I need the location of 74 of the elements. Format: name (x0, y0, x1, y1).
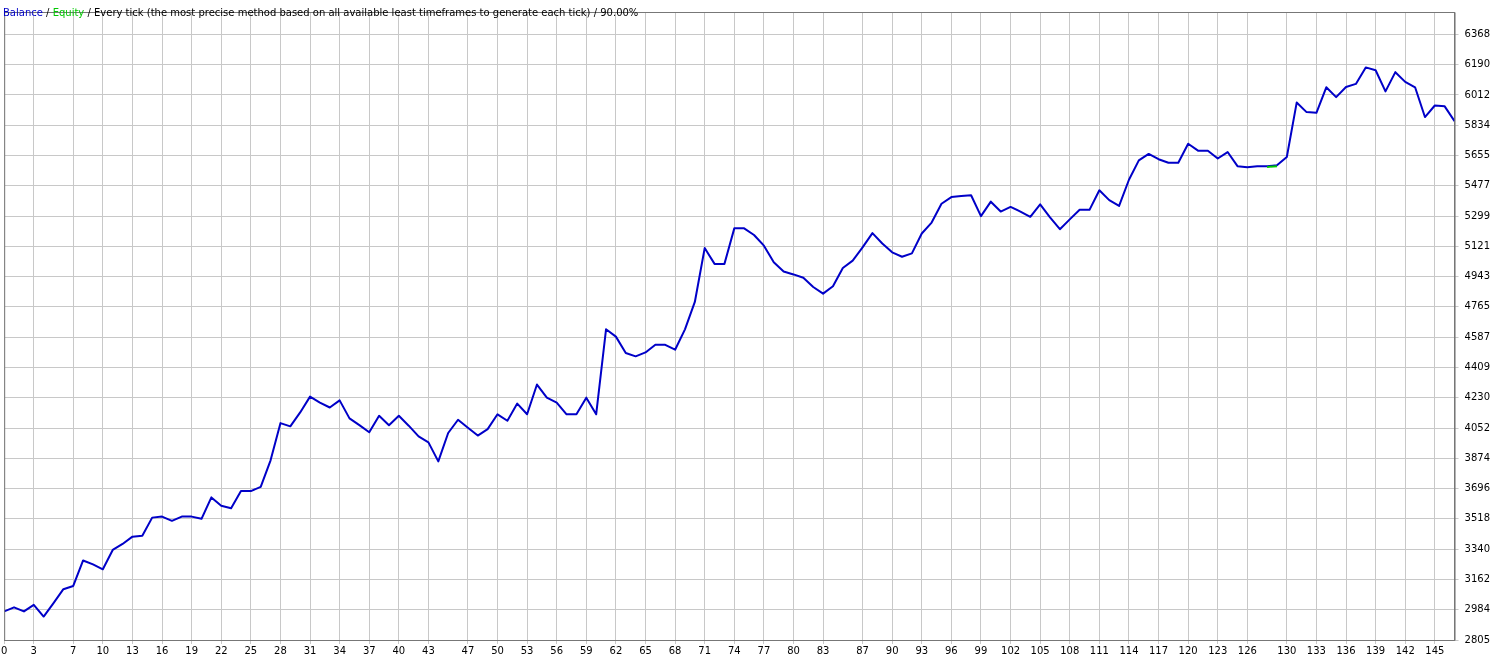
x-tick-label: 114 (1119, 644, 1139, 656)
y-tick-label: 6190 (1464, 58, 1490, 70)
text: Balance (3, 7, 43, 18)
y-tick-label: 2984 (1464, 603, 1490, 615)
x-tick-label: 108 (1060, 644, 1080, 656)
x-tick-label: 133 (1306, 644, 1326, 656)
x-tick-label: 40 (392, 644, 406, 656)
x-tick-label: 74 (727, 644, 741, 656)
y-tick-label: 6368 (1464, 28, 1490, 40)
y-tick-label: 4765 (1464, 300, 1490, 312)
x-tick-label: 142 (1395, 644, 1415, 656)
y-tick-label: 3518 (1464, 512, 1490, 524)
x-tick-label: 7 (70, 644, 77, 656)
x-tick-label: 87 (856, 644, 869, 656)
x-tick-label: 99 (974, 644, 988, 656)
y-tick-label: 4230 (1464, 391, 1490, 403)
annotation: / 90.00% (593, 7, 639, 18)
y-tick-label: 3162 (1464, 572, 1490, 584)
y-tick-label: 2805 (1464, 633, 1490, 645)
x-tick-label: 22 (214, 644, 228, 656)
x-tick-label: 53 (520, 644, 534, 656)
y-tick-label: 4052 (1464, 421, 1490, 433)
annotation: / (46, 7, 50, 18)
x-tick-label: 126 (1237, 644, 1257, 656)
x-tick-label: 43 (422, 644, 435, 656)
x-tick-label: 71 (698, 644, 712, 656)
x-tick-label: 90 (885, 644, 899, 656)
x-tick-label: 68 (668, 644, 682, 656)
annotation: / Every tick (the most precise method based on all available least timeframes to generate each tick) (87, 7, 591, 18)
y-tick-label: 5655 (1464, 149, 1490, 161)
x-tick-label: 3 (30, 644, 37, 656)
x-tick-label: 123 (1208, 644, 1228, 656)
y-tick-label: 5477 (1464, 179, 1490, 191)
x-tick-label: 59 (579, 644, 593, 656)
x-tick-label: 96 (944, 644, 958, 656)
y-tick-label: 4409 (1464, 360, 1490, 372)
x-tick-label: 65 (639, 644, 652, 656)
x-tick-label: 47 (461, 644, 475, 656)
x-tick-label: 19 (185, 644, 199, 656)
x-tick-label: 13 (126, 644, 139, 656)
x-tick-label: 93 (915, 644, 929, 656)
x-tick-label: 34 (333, 644, 347, 656)
y-tick-label: 5121 (1464, 239, 1490, 251)
y-tick-label: 4587 (1464, 330, 1490, 342)
y-tick-label: 6012 (1464, 88, 1490, 100)
x-tick-label: 37 (362, 644, 376, 656)
x-tick-label: 25 (244, 644, 258, 656)
y-tick-label: 5299 (1464, 209, 1490, 221)
y-tick-label: 3696 (1464, 482, 1490, 494)
y-tick-label: 4943 (1464, 270, 1490, 282)
y-tick-label: 3874 (1464, 451, 1490, 463)
y-tick-label: 3340 (1464, 542, 1490, 554)
x-tick-label: 139 (1366, 644, 1386, 656)
x-tick-label: 16 (155, 644, 169, 656)
x-tick-label: 31 (303, 644, 317, 656)
x-tick-label: 111 (1089, 644, 1109, 656)
x-tick-label: 136 (1336, 644, 1356, 656)
x-tick-label: 62 (609, 644, 623, 656)
x-tick-label: 77 (757, 644, 771, 656)
x-tick-label: 10 (96, 644, 110, 656)
x-tick-label: 117 (1149, 644, 1169, 656)
y-tick-label: 5834 (1464, 118, 1490, 130)
x-tick-label: 0 (0, 644, 8, 656)
x-tick-label: 80 (787, 644, 800, 656)
text: Equity (52, 7, 85, 18)
x-tick-label: 105 (1030, 644, 1050, 656)
x-tick-label: 50 (491, 644, 504, 656)
x-tick-label: 145 (1425, 644, 1445, 656)
x-tick-label: 120 (1178, 644, 1198, 656)
x-tick-label: 102 (1001, 644, 1021, 656)
x-tick-label: 130 (1277, 644, 1297, 656)
x-tick-label: 56 (550, 644, 564, 656)
x-tick-label: 28 (274, 644, 287, 656)
x-tick-label: 83 (816, 644, 830, 656)
